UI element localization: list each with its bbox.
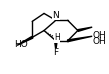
Text: H: H [54, 33, 60, 42]
Polygon shape [55, 41, 57, 50]
Text: OH: OH [92, 31, 106, 40]
Text: HO: HO [14, 40, 28, 49]
Text: OH: OH [92, 37, 106, 46]
Text: N: N [53, 11, 59, 20]
Polygon shape [67, 36, 92, 42]
Polygon shape [17, 37, 33, 45]
Polygon shape [77, 27, 92, 31]
Text: F: F [53, 48, 58, 57]
